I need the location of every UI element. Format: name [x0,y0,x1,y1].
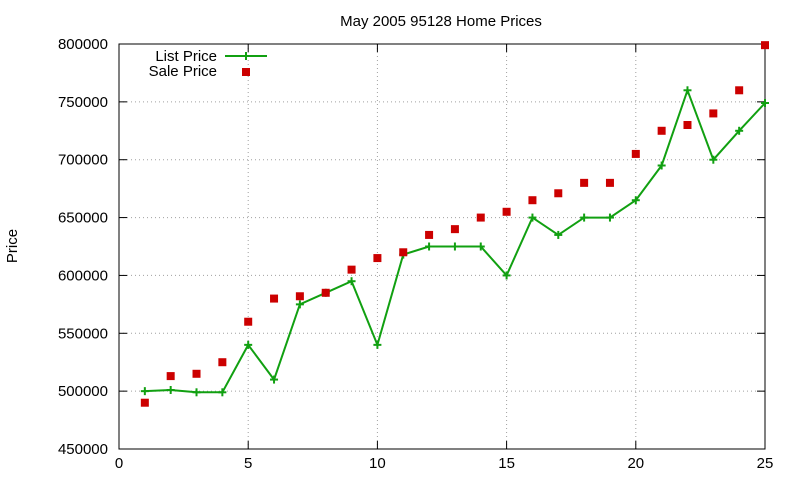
sale-price-point [605,178,614,187]
sale-price-point [218,358,227,367]
list-price-point [450,242,459,251]
list-price-point [270,375,279,384]
series [140,41,769,407]
sale-price-point [166,372,175,381]
sale-price-point [554,189,563,198]
sale-price-point [683,121,692,129]
list-price-point [166,385,175,394]
axis-ticks: 0 5 10 15 20 25 450000 500000 550000 600000 650000… [58,36,773,472]
list-price-line [144,87,766,394]
sale-price-point [347,265,356,274]
list-price-point [657,161,666,170]
legend-label-list-price: List Price [155,48,217,65]
y-axis-label: Price [4,229,21,263]
y-tick-label: 600000 [58,267,108,284]
sale-price-point [373,254,382,263]
sale-price-point [735,86,744,95]
y-tick-label: 700000 [58,152,108,169]
sale-price-point [192,369,201,378]
y-tick-label: 500000 [58,383,108,400]
x-tick-label: 10 [369,455,386,472]
list-price-point [554,230,563,239]
y-tick-label: 750000 [58,94,108,111]
sale-price-point [476,213,485,222]
y-tick-label: 450000 [58,441,108,458]
sale-price-point [502,207,511,216]
list-price-point [709,155,718,164]
sale-price-point [580,178,589,187]
list-price-point [528,213,537,222]
list-price-point [218,388,227,397]
x-tick-label: 0 [115,455,123,472]
sale-price-point [270,294,279,303]
sale-price-point [140,398,149,407]
list-price-point [605,213,614,222]
list-price-point [140,387,149,396]
list-price-point [683,86,692,95]
sale-price-point [295,292,304,301]
sale-price-point [399,248,408,257]
list-price-point [580,213,589,222]
list-price-point [244,340,253,349]
list-price-point [631,196,640,205]
sale-price-point [657,126,666,135]
sale-price-point [425,230,434,239]
plot-frame [118,43,766,450]
list-price-point [476,242,485,251]
y-tick-label: 550000 [58,325,108,342]
sale-price-point [709,109,718,118]
list-price-point [502,271,511,280]
list-price-point [761,99,769,108]
list-price-point [192,388,201,397]
sale-price-point [450,225,459,234]
sale-price-point [321,288,330,297]
legend-label-sale-price: Sale Price [149,63,217,80]
sale-price-point [761,41,769,50]
list-price-point [735,126,744,135]
x-tick-label: 15 [498,455,515,472]
chart-title: May 2005 95128 Home Prices [340,13,542,30]
y-tick-label: 800000 [58,36,108,53]
legend-marker-list-price [242,52,250,60]
sale-price-point [528,196,537,205]
x-tick-label: 5 [244,455,252,472]
x-tick-label: 25 [757,455,774,472]
sale-price-point [244,317,253,326]
list-price-point [347,277,356,286]
list-price-point [295,300,304,309]
x-tick-label: 20 [627,455,644,472]
list-price-point [373,340,382,349]
sale-price-point [631,149,640,158]
list-price-point [425,242,434,251]
legend-marker-sale-price [242,68,250,76]
y-tick-label: 650000 [58,210,108,227]
